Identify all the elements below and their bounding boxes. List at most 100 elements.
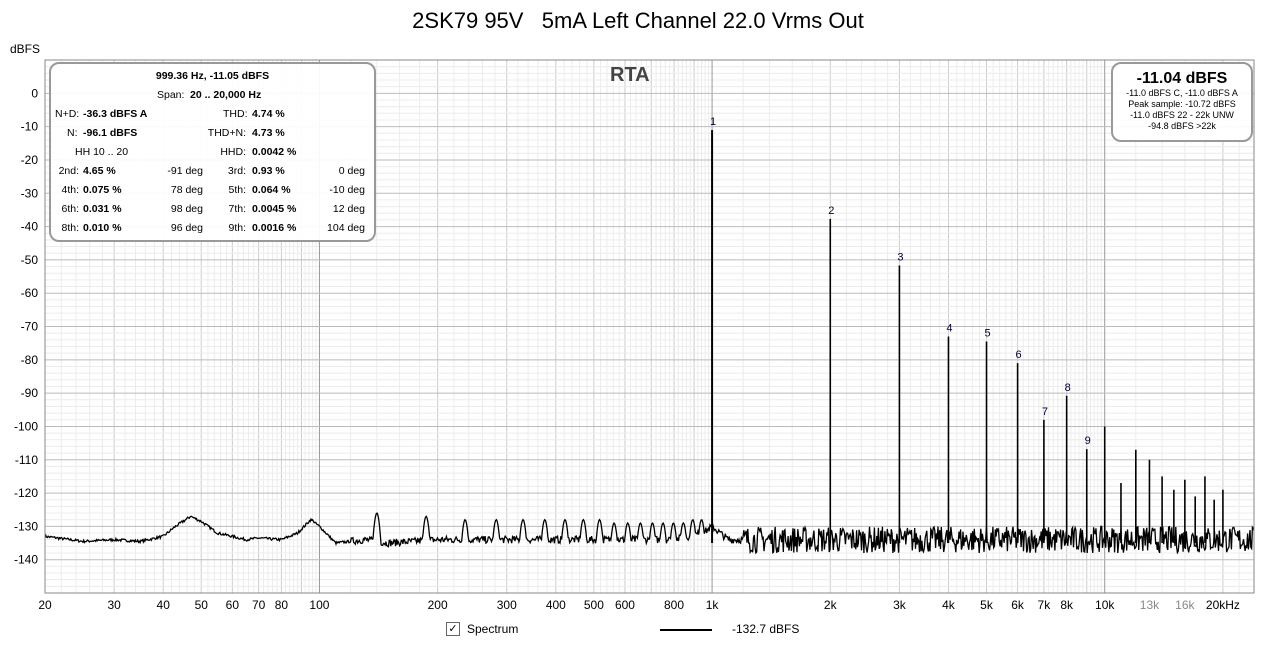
thd-label: THD: bbox=[223, 108, 248, 120]
legend-series-label: Spectrum bbox=[467, 622, 519, 636]
harmonic-order-label: 5th: bbox=[228, 184, 246, 196]
hhd-value: 0.0042 % bbox=[252, 146, 297, 158]
harmonic-label: 1 bbox=[710, 116, 716, 128]
harmonic-labels: 1 2 3 4 5 6 7 8 9 bbox=[710, 116, 1091, 447]
nd-value: -36.3 dBFS A bbox=[83, 108, 148, 120]
y-tick-label: -90 bbox=[21, 386, 39, 400]
harmonic-label: 7 bbox=[1042, 406, 1048, 418]
harmonic-label: 4 bbox=[946, 322, 952, 334]
harmonic-peaks bbox=[711, 130, 1224, 544]
x-tick-label: 16k bbox=[1175, 598, 1195, 612]
x-tick-label: 400 bbox=[546, 598, 566, 612]
x-tick-label: 1k bbox=[706, 598, 720, 612]
level-line: -11.0 dBFS 22 - 22k UNW bbox=[1130, 110, 1234, 120]
x-tick-label: 30 bbox=[107, 598, 121, 612]
x-tick-label: 500 bbox=[584, 598, 604, 612]
x-tick-label: 300 bbox=[497, 598, 517, 612]
x-tick-labels: 20 30 40 50 60 70 80 100 200 300 400 500 600 800 1k 2k 3… bbox=[38, 598, 1240, 612]
y-tick-label: -20 bbox=[21, 153, 39, 167]
level-line: -11.0 dBFS C, -11.0 dBFS A bbox=[1126, 88, 1238, 98]
y-tick-labels: 0 -10 -20 -30 -40 -50 -60 -70 -80 -90 -100 -110 -120… bbox=[14, 86, 38, 566]
harmonic-label: 2 bbox=[828, 205, 834, 217]
harmonic-phase-value: 96 deg bbox=[170, 222, 203, 234]
harmonic-order-label: 2nd: bbox=[58, 165, 79, 177]
thd-value: 4.74 % bbox=[252, 108, 285, 120]
x-tick-label: 7k bbox=[1038, 598, 1052, 612]
harmonic-order-label: 3rd: bbox=[227, 165, 246, 177]
harmonic-phase-value: 98 deg bbox=[170, 203, 203, 215]
harmonic-phase-value: 0 deg bbox=[338, 165, 365, 177]
plot-frame bbox=[44, 59, 1255, 594]
harmonic-order-label: 9th: bbox=[228, 222, 246, 234]
harmonic-order-label: 6th: bbox=[61, 203, 79, 215]
x-tick-label: 8k bbox=[1060, 598, 1074, 612]
thdn-label: THD+N: bbox=[207, 127, 246, 139]
x-tick-label: 20kHz bbox=[1206, 598, 1240, 612]
harmonic-phase-value: -91 deg bbox=[167, 165, 203, 177]
level-line: -94.8 dBFS >22k bbox=[1148, 121, 1216, 131]
x-tick-label: 20 bbox=[38, 598, 52, 612]
y-tick-label: -70 bbox=[21, 320, 39, 334]
harmonic-label: 5 bbox=[984, 327, 990, 339]
harmonic-percent-value: 4.65 % bbox=[83, 165, 116, 177]
level-info-panel[interactable]: -11.04 dBFS -11.0 dBFS C, -11.0 dBFS A P… bbox=[1111, 62, 1253, 142]
y-tick-label: -30 bbox=[21, 186, 39, 200]
y-tick-label: -120 bbox=[14, 486, 38, 500]
harmonic-phase-value: 78 deg bbox=[170, 184, 203, 196]
x-tick-label: 60 bbox=[226, 598, 240, 612]
y-tick-label: 0 bbox=[31, 86, 38, 100]
hh-label: HH 10 .. 20 bbox=[75, 146, 129, 158]
spectrum-checkbox[interactable]: ✓ bbox=[446, 622, 460, 636]
y-tick-label: -40 bbox=[21, 220, 39, 234]
y-tick-label: -100 bbox=[14, 419, 38, 433]
level-main-value: -11.04 dBFS bbox=[1136, 70, 1228, 87]
harmonic-percent-value: 0.0016 % bbox=[252, 222, 297, 234]
thdn-value: 4.73 % bbox=[252, 127, 285, 139]
y-tick-label: -140 bbox=[14, 553, 38, 567]
x-tick-label: 80 bbox=[275, 598, 289, 612]
harmonic-label: 8 bbox=[1065, 382, 1071, 394]
harmonic-percent-value: 0.031 % bbox=[83, 203, 122, 215]
harmonic-percent-value: 0.93 % bbox=[252, 165, 285, 177]
x-tick-label: 2k bbox=[824, 598, 838, 612]
harmonic-percent-value: 0.075 % bbox=[83, 184, 122, 196]
span-value: 20 .. 20,000 Hz bbox=[190, 89, 262, 101]
y-axis-unit-label: dBFS bbox=[10, 42, 41, 56]
chart-title: 2SK79 95V 5mA Left Channel 22.0 Vrms Out bbox=[412, 8, 864, 33]
harmonic-label: 6 bbox=[1016, 349, 1022, 361]
x-tick-label: 3k bbox=[893, 598, 907, 612]
x-tick-label: 70 bbox=[252, 598, 266, 612]
x-tick-label: 600 bbox=[615, 598, 635, 612]
nd-label: N+D: bbox=[55, 108, 80, 120]
x-tick-label: 40 bbox=[157, 598, 171, 612]
x-tick-label: 5k bbox=[980, 598, 994, 612]
y-tick-label: -130 bbox=[14, 519, 38, 533]
harmonic-phase-value: -10 deg bbox=[329, 184, 365, 196]
legend-line-swatch bbox=[660, 629, 712, 631]
x-tick-label: 10k bbox=[1095, 598, 1115, 612]
rta-label: RTA bbox=[610, 64, 650, 86]
harmonic-order-label: 7th: bbox=[228, 203, 246, 215]
n-value: -96.1 dBFS bbox=[83, 127, 138, 139]
harmonic-label: 9 bbox=[1085, 435, 1091, 447]
harmonic-label: 3 bbox=[897, 252, 903, 264]
x-tick-label: 6k bbox=[1011, 598, 1025, 612]
y-tick-label: -60 bbox=[21, 286, 39, 300]
legend: ✓ Spectrum -132.7 dBFS bbox=[446, 621, 866, 639]
x-tick-label: 800 bbox=[664, 598, 684, 612]
harmonic-order-label: 4th: bbox=[61, 184, 79, 196]
x-tick-label: 13k bbox=[1140, 598, 1160, 612]
x-tick-label: 50 bbox=[195, 598, 209, 612]
hhd-label: HHD: bbox=[220, 146, 246, 158]
harmonic-phase-value: 12 deg bbox=[332, 203, 365, 215]
measurement-info-panel[interactable]: 999.36 Hz, -11.05 dBFS Span: 20 .. 20,00… bbox=[49, 62, 376, 242]
y-tick-label: -80 bbox=[21, 353, 39, 367]
y-tick-label: -10 bbox=[21, 120, 39, 134]
n-label: N: bbox=[67, 127, 78, 139]
y-tick-label: -50 bbox=[21, 253, 39, 267]
harmonic-percent-value: 0.064 % bbox=[252, 184, 291, 196]
info-header: 999.36 Hz, -11.05 dBFS bbox=[155, 70, 270, 82]
spectrum-trace bbox=[44, 512, 1255, 555]
harmonic-phase-value: 104 deg bbox=[327, 222, 365, 234]
